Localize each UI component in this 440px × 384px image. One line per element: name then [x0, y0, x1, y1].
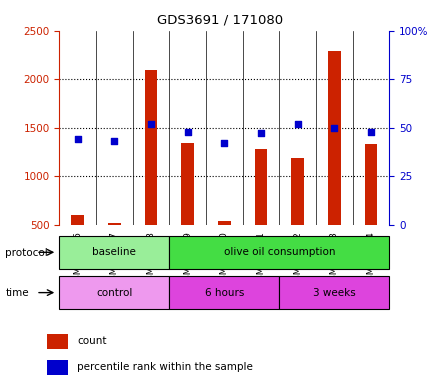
Text: 6 hours: 6 hours — [205, 288, 244, 298]
Bar — [47, 334, 68, 349]
Text: baseline: baseline — [92, 247, 136, 258]
Point — [257, 131, 264, 137]
Bar — [365, 144, 378, 273]
Bar — [71, 215, 84, 273]
Point — [331, 125, 338, 131]
Point — [294, 121, 301, 127]
Point — [221, 140, 228, 146]
Point — [147, 121, 154, 127]
Bar — [291, 158, 304, 273]
Bar — [59, 276, 169, 309]
Point — [184, 129, 191, 135]
Bar — [108, 223, 121, 273]
Text: percentile rank within the sample: percentile rank within the sample — [77, 362, 253, 372]
Bar — [47, 360, 68, 375]
Text: control: control — [96, 288, 132, 298]
Bar — [59, 236, 169, 269]
Point — [74, 136, 81, 142]
Point — [367, 129, 374, 135]
Bar — [181, 143, 194, 273]
Bar — [169, 276, 279, 309]
Text: GDS3691 / 171080: GDS3691 / 171080 — [157, 13, 283, 26]
Text: time: time — [5, 288, 29, 298]
Bar — [279, 276, 389, 309]
Text: 3 weeks: 3 weeks — [313, 288, 356, 298]
Bar — [169, 236, 389, 269]
Bar — [145, 70, 158, 273]
Bar — [328, 51, 341, 273]
Text: olive oil consumption: olive oil consumption — [224, 247, 335, 258]
Text: count: count — [77, 336, 106, 346]
Point — [111, 138, 118, 144]
Bar — [218, 221, 231, 273]
Text: protocol: protocol — [5, 248, 48, 258]
Bar — [255, 149, 268, 273]
